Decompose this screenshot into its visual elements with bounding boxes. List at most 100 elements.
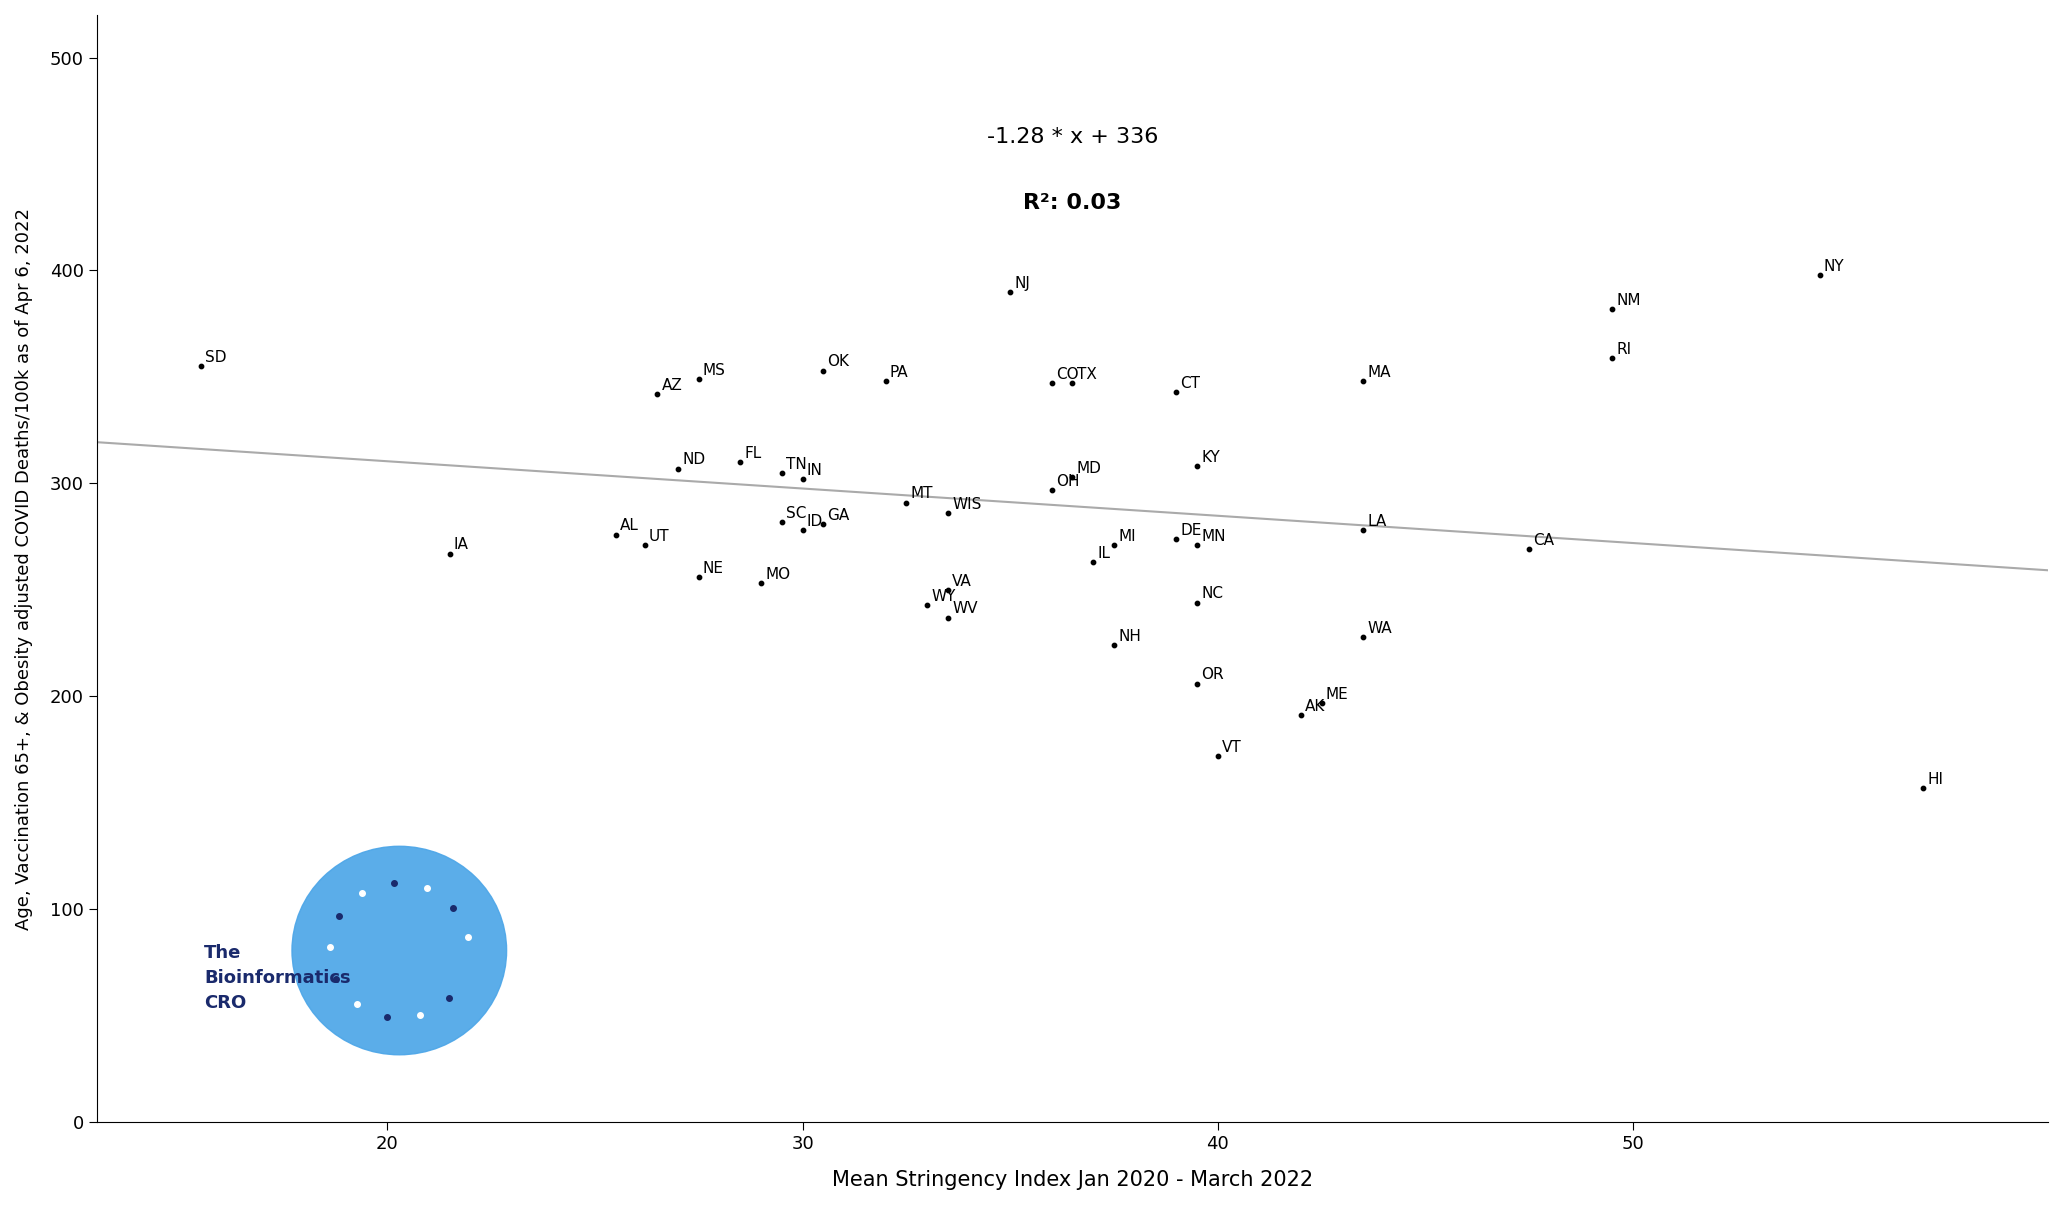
Text: TX: TX: [1077, 368, 1095, 382]
Text: FL: FL: [745, 446, 761, 462]
Point: [1180, 457, 1213, 476]
Text: NC: NC: [1201, 587, 1223, 601]
Text: NY: NY: [1824, 259, 1844, 274]
Point: [1595, 348, 1628, 368]
Text: RI: RI: [1615, 342, 1632, 357]
Text: IN: IN: [807, 463, 823, 478]
Point: [1098, 535, 1131, 554]
Text: OH: OH: [1056, 474, 1079, 488]
Text: IL: IL: [1098, 546, 1110, 562]
Text: WV: WV: [951, 601, 978, 617]
Text: CA: CA: [1533, 534, 1553, 548]
Point: [629, 535, 662, 554]
Text: SD: SD: [204, 351, 227, 365]
Point: [1595, 299, 1628, 318]
Text: WA: WA: [1368, 621, 1393, 635]
Text: CO: CO: [1056, 368, 1079, 382]
Point: [807, 515, 840, 534]
Text: HI: HI: [1927, 771, 1943, 787]
Point: [930, 607, 963, 627]
Text: IA: IA: [454, 537, 468, 553]
Text: MD: MD: [1077, 460, 1102, 476]
Text: The
Bioinformatics
CRO: The Bioinformatics CRO: [204, 945, 351, 1012]
Text: MN: MN: [1201, 529, 1225, 543]
Text: ND: ND: [683, 452, 706, 468]
Point: [889, 493, 922, 512]
Point: [598, 525, 631, 545]
Y-axis label: Age, Vaccination 65+, & Obesity adjusted COVID Deaths/100k as of Apr 6, 2022: Age, Vaccination 65+, & Obesity adjusted…: [14, 207, 33, 929]
Point: [1347, 371, 1380, 390]
Point: [683, 370, 716, 389]
Text: VT: VT: [1221, 740, 1242, 754]
Point: [724, 452, 757, 471]
Point: [184, 357, 217, 376]
Text: R²: 0.03: R²: 0.03: [1023, 193, 1122, 213]
Text: TN: TN: [786, 457, 807, 471]
Point: [1180, 593, 1213, 612]
Text: MO: MO: [765, 568, 790, 582]
Point: [910, 595, 943, 615]
Point: [807, 362, 840, 381]
Point: [786, 470, 819, 489]
Ellipse shape: [293, 846, 507, 1054]
Point: [745, 574, 778, 593]
Point: [1512, 540, 1545, 559]
Text: OK: OK: [827, 354, 850, 370]
Point: [1201, 746, 1234, 765]
Text: MI: MI: [1118, 529, 1137, 543]
Point: [1306, 693, 1339, 712]
Text: MT: MT: [910, 487, 932, 501]
Point: [433, 543, 466, 563]
Point: [1159, 529, 1192, 548]
Point: [1098, 635, 1131, 654]
Text: NM: NM: [1615, 293, 1640, 307]
Point: [1347, 627, 1380, 646]
Text: WY: WY: [930, 588, 955, 604]
Text: UT: UT: [650, 529, 670, 543]
Point: [1036, 480, 1069, 499]
Text: SC: SC: [786, 506, 807, 521]
Text: PA: PA: [889, 365, 908, 380]
Point: [642, 384, 675, 404]
Text: VA: VA: [951, 574, 972, 589]
Text: AZ: AZ: [662, 378, 683, 393]
Point: [1036, 374, 1069, 393]
Text: OR: OR: [1201, 668, 1223, 682]
Text: ID: ID: [807, 515, 823, 529]
Point: [1180, 535, 1213, 554]
Point: [1906, 778, 1939, 798]
Point: [1159, 382, 1192, 401]
Point: [765, 463, 798, 482]
Point: [1180, 674, 1213, 693]
Point: [1056, 374, 1089, 393]
Point: [994, 282, 1027, 301]
Point: [1347, 521, 1380, 540]
Point: [786, 521, 819, 540]
Text: ME: ME: [1327, 687, 1349, 701]
Point: [930, 504, 963, 523]
Text: AK: AK: [1306, 699, 1324, 715]
Text: CT: CT: [1180, 376, 1201, 390]
Text: MS: MS: [703, 363, 726, 378]
Text: NE: NE: [703, 560, 724, 576]
Text: -1.28 * x + 336: -1.28 * x + 336: [986, 127, 1157, 147]
Text: LA: LA: [1368, 515, 1386, 529]
X-axis label: Mean Stringency Index Jan 2020 - March 2022: Mean Stringency Index Jan 2020 - March 2…: [831, 1170, 1312, 1191]
Text: AL: AL: [621, 518, 640, 534]
Text: DE: DE: [1180, 523, 1203, 537]
Text: NJ: NJ: [1015, 276, 1029, 290]
Point: [869, 371, 902, 390]
Point: [1056, 468, 1089, 487]
Text: KY: KY: [1201, 451, 1219, 465]
Text: NH: NH: [1118, 629, 1141, 643]
Point: [1285, 706, 1318, 725]
Point: [683, 568, 716, 587]
Point: [930, 581, 963, 600]
Text: MA: MA: [1368, 365, 1390, 380]
Text: GA: GA: [827, 507, 850, 523]
Point: [662, 459, 695, 478]
Text: WIS: WIS: [951, 496, 982, 512]
Point: [765, 512, 798, 531]
Point: [1803, 265, 1836, 284]
Point: [1077, 553, 1110, 572]
